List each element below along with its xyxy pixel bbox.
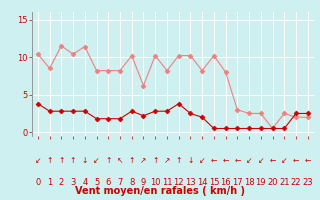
Text: 20: 20 <box>267 178 278 187</box>
Text: ↗: ↗ <box>164 156 170 165</box>
Text: 16: 16 <box>220 178 231 187</box>
Text: ←: ← <box>211 156 217 165</box>
Text: ↑: ↑ <box>105 156 111 165</box>
Text: 18: 18 <box>244 178 254 187</box>
Text: ↑: ↑ <box>46 156 53 165</box>
Text: ↗: ↗ <box>140 156 147 165</box>
Text: 22: 22 <box>291 178 301 187</box>
Text: ←: ← <box>305 156 311 165</box>
Text: ↑: ↑ <box>175 156 182 165</box>
Text: ↙: ↙ <box>93 156 100 165</box>
Text: ↑: ↑ <box>70 156 76 165</box>
Text: 11: 11 <box>162 178 172 187</box>
Text: ↑: ↑ <box>152 156 158 165</box>
Text: ↙: ↙ <box>35 156 41 165</box>
Text: 8: 8 <box>129 178 134 187</box>
Text: 5: 5 <box>94 178 99 187</box>
Text: ↑: ↑ <box>58 156 65 165</box>
Text: 2: 2 <box>59 178 64 187</box>
Text: ↓: ↓ <box>82 156 88 165</box>
Text: 7: 7 <box>117 178 123 187</box>
Text: Vent moyen/en rafales ( km/h ): Vent moyen/en rafales ( km/h ) <box>75 186 245 196</box>
Text: ↖: ↖ <box>117 156 123 165</box>
Text: 14: 14 <box>197 178 207 187</box>
Text: 23: 23 <box>302 178 313 187</box>
Text: ←: ← <box>222 156 229 165</box>
Text: 17: 17 <box>232 178 243 187</box>
Text: ↙: ↙ <box>246 156 252 165</box>
Text: 9: 9 <box>141 178 146 187</box>
Text: 12: 12 <box>173 178 184 187</box>
Text: 15: 15 <box>209 178 219 187</box>
Text: ↑: ↑ <box>129 156 135 165</box>
Text: ↓: ↓ <box>187 156 194 165</box>
Text: ↙: ↙ <box>199 156 205 165</box>
Text: 10: 10 <box>150 178 160 187</box>
Text: ←: ← <box>269 156 276 165</box>
Text: ←: ← <box>293 156 299 165</box>
Text: 6: 6 <box>106 178 111 187</box>
Text: ↙: ↙ <box>258 156 264 165</box>
Text: 13: 13 <box>185 178 196 187</box>
Text: 3: 3 <box>70 178 76 187</box>
Text: 4: 4 <box>82 178 87 187</box>
Text: 21: 21 <box>279 178 290 187</box>
Text: ←: ← <box>234 156 241 165</box>
Text: ↙: ↙ <box>281 156 287 165</box>
Text: 1: 1 <box>47 178 52 187</box>
Text: 19: 19 <box>256 178 266 187</box>
Text: 0: 0 <box>35 178 41 187</box>
